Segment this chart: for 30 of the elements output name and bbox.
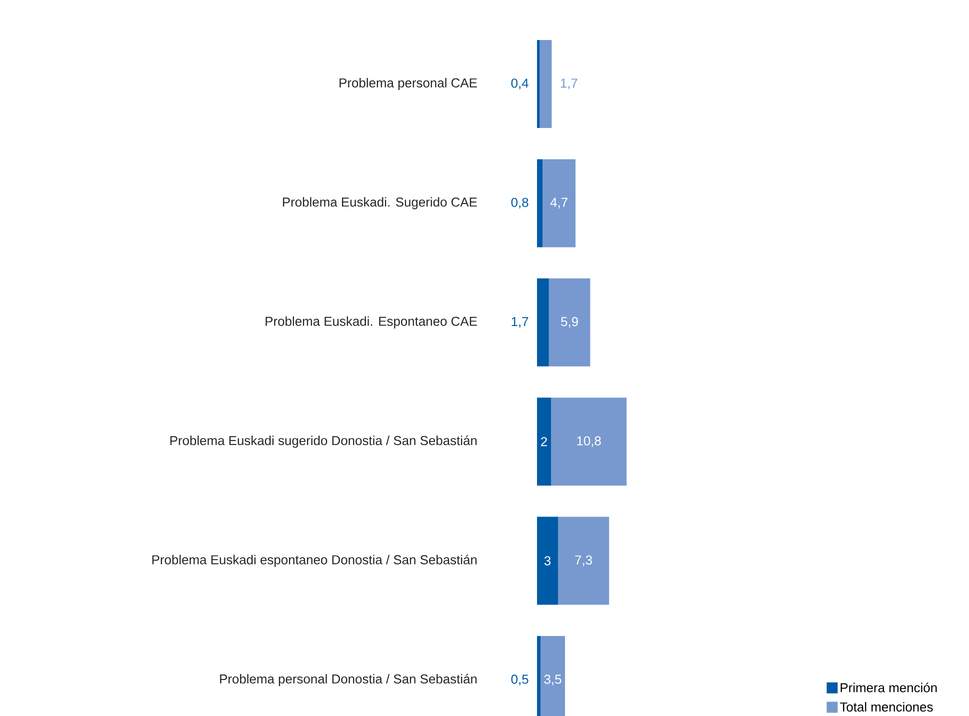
y-tick-label: Problema Euskadi sugerido Donostia / San Sebastián — [170, 436, 477, 448]
bar — [542, 159, 576, 248]
bar — [537, 278, 549, 366]
data-label: 10,8 — [577, 436, 601, 447]
data-label: 3,5 — [544, 674, 562, 686]
bar — [551, 398, 627, 486]
y-tick-label: Problema Euskadi. Sugerido CAE — [282, 197, 477, 210]
y-tick-label: Problema Euskadi espontaneo Donostia / San Sebastián — [152, 554, 477, 567]
data-label: 3 — [544, 556, 551, 566]
data-label: 0,8 — [511, 198, 528, 209]
data-label: 0,4 — [511, 78, 528, 90]
legend-label: Total menciones — [840, 702, 933, 712]
bar — [537, 516, 558, 605]
data-label: 0,5 — [511, 674, 528, 686]
bar — [548, 278, 590, 366]
data-label: 2 — [541, 437, 547, 446]
bar — [537, 159, 543, 248]
data-label: 1,7 — [512, 317, 528, 328]
bar — [537, 398, 552, 486]
y-tick-label: Problema Euskadi. Espontaneo CAE — [266, 316, 477, 328]
legend-label: Primera mención — [840, 682, 937, 692]
data-label: 5,9 — [561, 317, 578, 328]
data-label: 1,7 — [560, 78, 578, 90]
bar — [537, 40, 540, 128]
bar — [558, 516, 610, 605]
y-tick-label: Problema personal CAE — [340, 78, 477, 90]
bar — [540, 40, 552, 128]
data-label: 4,7 — [550, 198, 568, 208]
data-label: 7,3 — [575, 555, 592, 566]
y-tick-label: Problema personal Donostia / San Sebastián — [220, 674, 477, 686]
